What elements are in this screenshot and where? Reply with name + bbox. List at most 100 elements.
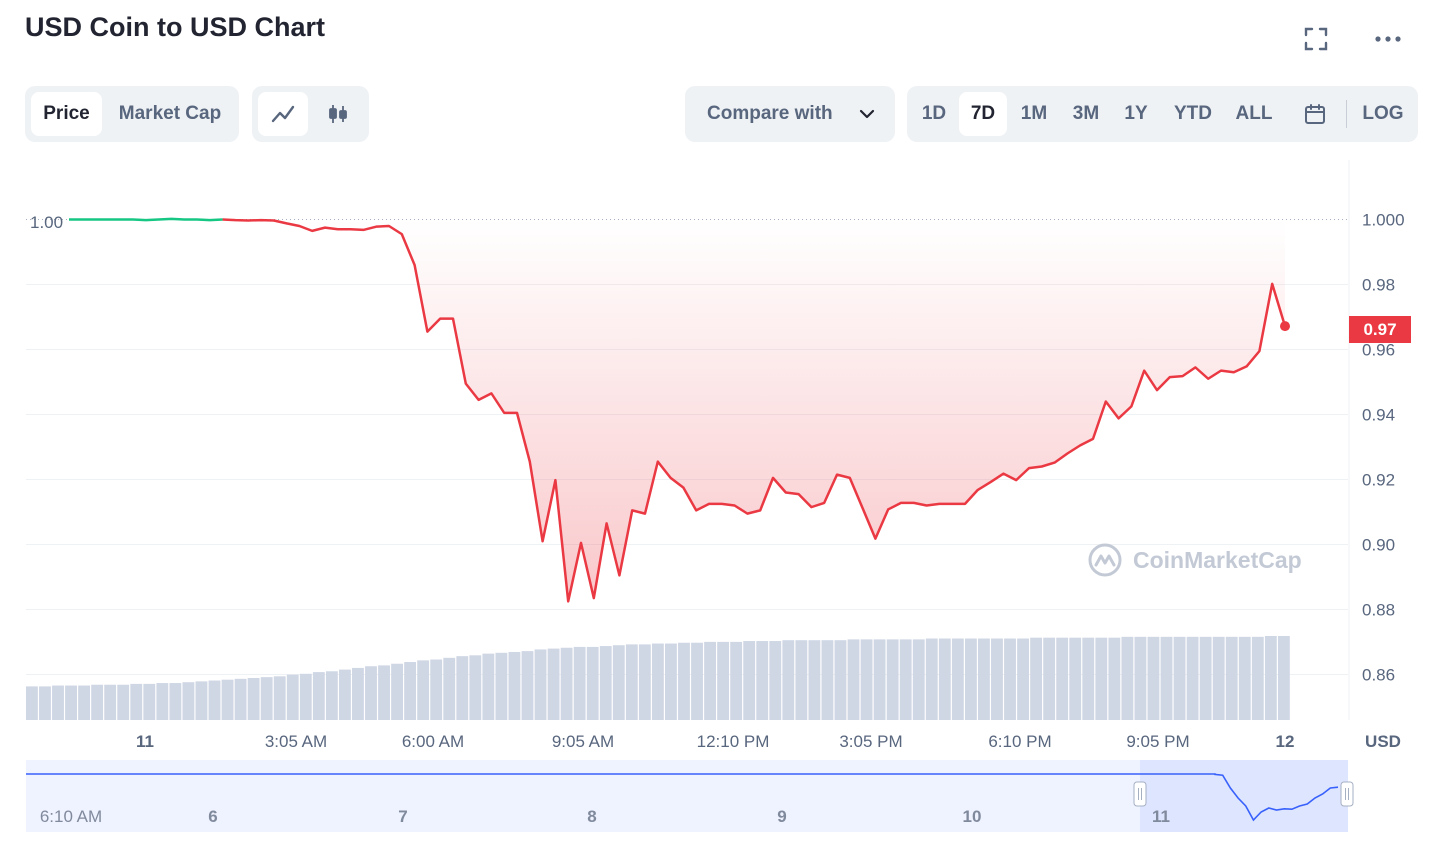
volume-bar [1186, 636, 1199, 720]
y-tick-label: 0.90 [1362, 536, 1395, 555]
volume-bar [899, 639, 912, 720]
volume-bar [1264, 636, 1277, 720]
range-1d[interactable]: 1D [921, 103, 947, 124]
line-chart-icon [271, 105, 295, 123]
candlestick-button[interactable] [313, 92, 363, 136]
volume-bar [886, 639, 899, 720]
volume-bar [991, 638, 1003, 720]
volume-bar [521, 651, 534, 720]
x-tick-label: 9:05 PM [1126, 732, 1189, 751]
volume-bar [808, 640, 821, 720]
volume-bar [691, 642, 703, 720]
volume-bar [325, 671, 338, 720]
navigator-handle-right[interactable] [1340, 781, 1354, 807]
volume-bar [1030, 637, 1043, 720]
fullscreen-icon[interactable] [1301, 24, 1331, 54]
line-chart-button[interactable] [258, 92, 308, 136]
volume-bar [860, 639, 873, 720]
volume-bar [1108, 637, 1121, 720]
x-tick-label: 6:10 PM [988, 732, 1051, 751]
volume-bar [156, 683, 169, 720]
volume-bar [1004, 638, 1016, 720]
volume-bar [951, 638, 964, 720]
volume-bar [182, 682, 195, 720]
volume-bar [286, 674, 299, 720]
y-tick-label: 0.86 [1362, 666, 1395, 685]
volume-bar [1043, 637, 1056, 720]
handle-grip [1133, 781, 1147, 807]
range-selector: 1D 7D 1M 3M 1Y YTD ALL LOG [907, 86, 1418, 142]
volume-bar [169, 683, 182, 720]
y-axis: 1.000 0.98 0.96 0.94 0.92 0.90 0.88 0.86 [1362, 211, 1405, 685]
tab-price[interactable]: Price [31, 92, 102, 136]
volume-bar [612, 645, 625, 720]
volume-bar [1225, 636, 1238, 720]
volume-bar [1121, 636, 1134, 720]
volume-bar [1056, 637, 1069, 720]
more-horizontal-icon[interactable] [1373, 24, 1403, 54]
range-all[interactable]: ALL [1235, 103, 1273, 124]
navigator: 6:10 AM 6 7 8 9 10 11 [26, 760, 1354, 832]
volume-bar [821, 640, 834, 720]
volume-bar [560, 647, 573, 720]
volume-bar [299, 673, 312, 720]
x-tick-label: 6:00 AM [402, 732, 464, 751]
x-tick-label: 9:05 AM [552, 732, 614, 751]
y-tick-label: 0.92 [1362, 471, 1395, 490]
metric-toggle: Price Market Cap [25, 86, 239, 142]
current-price-marker [1280, 321, 1290, 332]
volume-bar [1212, 636, 1225, 720]
volume-bar [221, 679, 234, 720]
range-3m[interactable]: 3M [1072, 103, 1100, 124]
log-scale-toggle[interactable]: LOG [1362, 103, 1404, 124]
volume-bar [52, 685, 64, 720]
range-7d[interactable]: 7D [959, 92, 1007, 136]
volume-bar [573, 646, 586, 720]
volume-bar [978, 638, 990, 720]
calendar-button[interactable] [1293, 92, 1337, 136]
volume-bar [547, 648, 560, 720]
volume-bars [26, 636, 1290, 720]
range-1y[interactable]: 1Y [1124, 103, 1148, 124]
volume-bar [795, 640, 808, 720]
x-tick-label: 3:05 AM [265, 732, 327, 751]
x-tick-label: 12:10 PM [697, 732, 770, 751]
volume-bar [482, 653, 495, 720]
range-ytd[interactable]: YTD [1174, 103, 1212, 124]
price-line-down [222, 218, 1287, 603]
volume-bar [378, 665, 390, 720]
volume-bar [312, 672, 325, 720]
page-title: USD Coin to USD Chart [25, 12, 325, 42]
range-1m[interactable]: 1M [1020, 103, 1048, 124]
tab-market-cap[interactable]: Market Cap [118, 103, 222, 124]
volume-bar [1017, 638, 1029, 720]
volume-bar [104, 684, 117, 720]
price-area-fill [69, 219, 1285, 602]
navigator-tick-label: 10 [963, 807, 982, 826]
compare-label: Compare with [707, 103, 833, 124]
volume-bar [1069, 637, 1082, 720]
x-tick-label: 12 [1276, 732, 1295, 751]
navigator-tick-label: 9 [777, 807, 786, 826]
volume-bar [586, 646, 599, 720]
volume-bar [39, 686, 51, 720]
current-price-badge: 0.97 [1349, 316, 1411, 343]
volume-bar [247, 678, 260, 720]
volume-bar [352, 667, 364, 720]
y-tick-label: 0.98 [1362, 276, 1395, 295]
volume-bar [208, 680, 221, 720]
navigator-handle-left[interactable] [1133, 781, 1147, 807]
volume-bar [78, 685, 91, 720]
volume-bar [1173, 636, 1186, 720]
volume-bar [130, 683, 143, 720]
volume-bar [195, 681, 208, 720]
chart-type-toggle [252, 86, 369, 142]
volume-bar [1095, 637, 1108, 720]
calendar-icon [1305, 104, 1325, 124]
compare-with-dropdown[interactable]: Compare with [685, 86, 895, 142]
x-tick-label: 11 [136, 732, 154, 751]
y-tick-label: 0.96 [1362, 341, 1395, 360]
price-line [69, 217, 1290, 603]
volume-bar [756, 641, 769, 720]
reference-label: 1.00 [30, 213, 63, 232]
